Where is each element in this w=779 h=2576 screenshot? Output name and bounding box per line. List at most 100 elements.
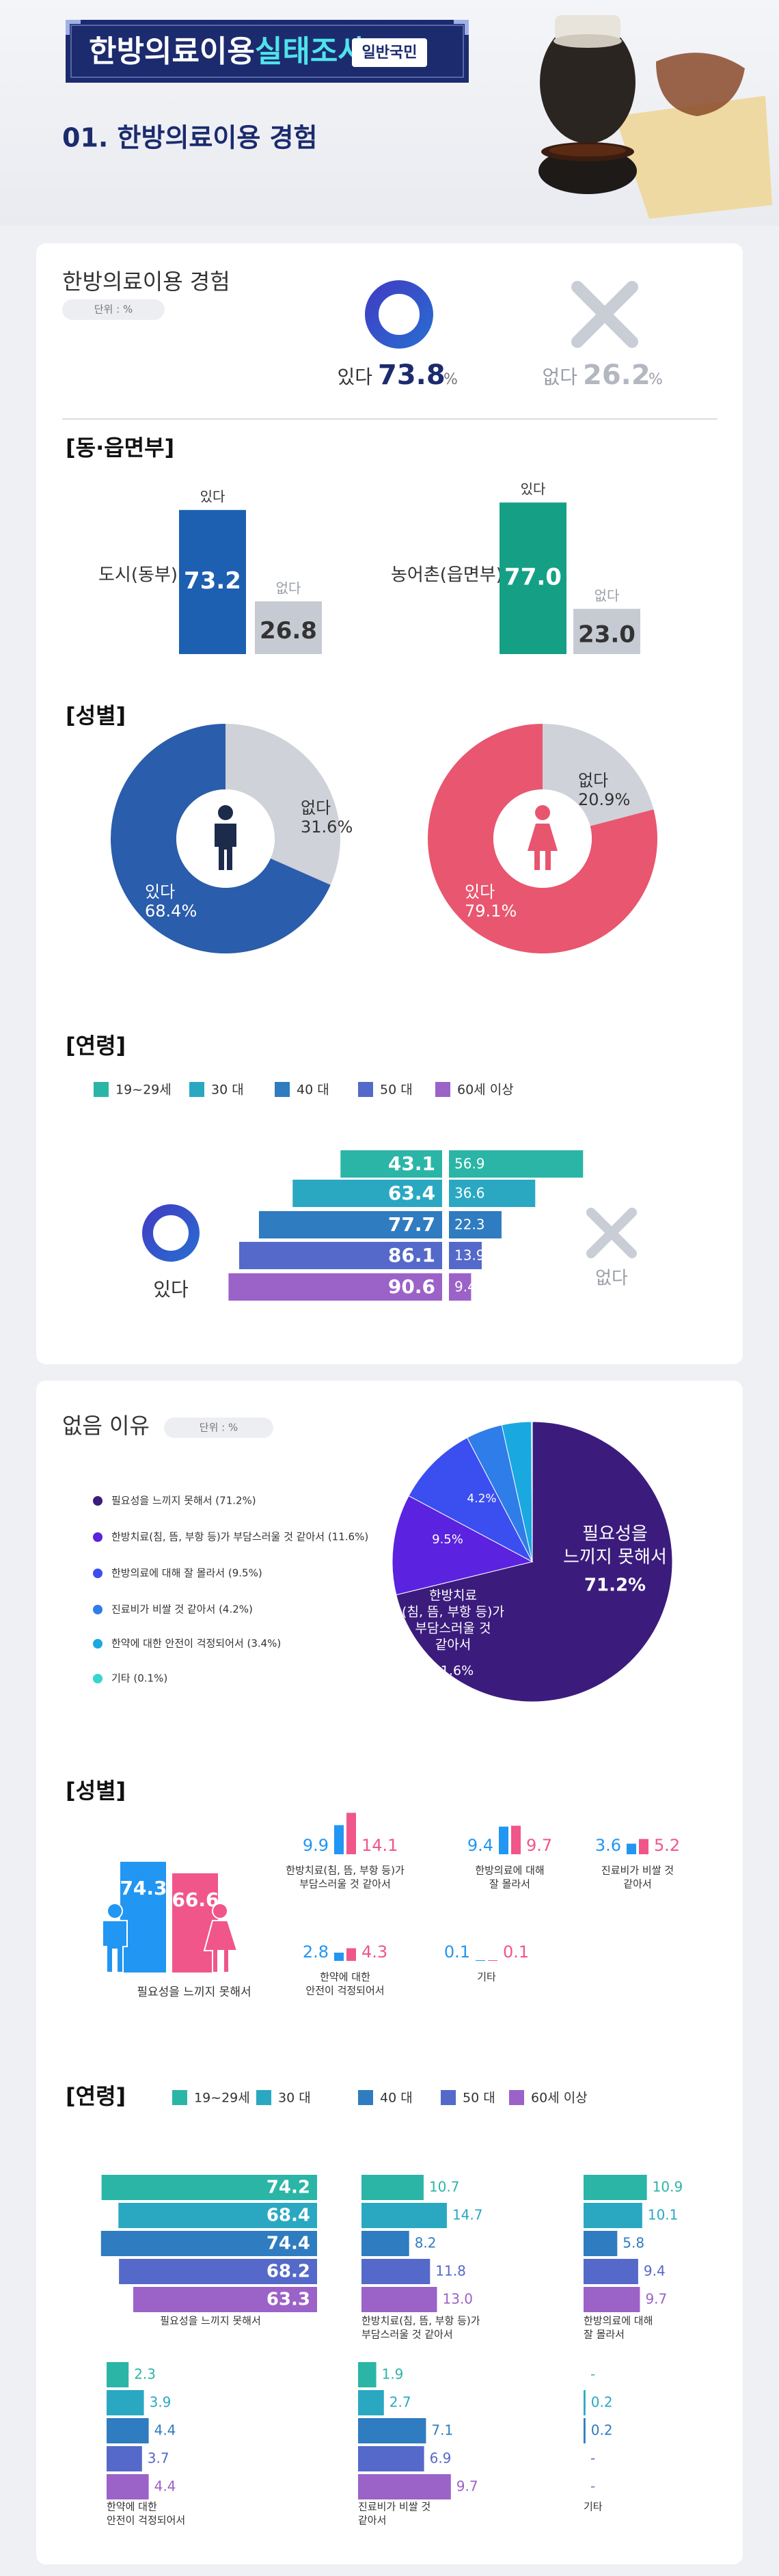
section-heading: 한방의료이용 경험 bbox=[62, 269, 230, 295]
bar bbox=[228, 1273, 442, 1301]
bar-value: 4.4 bbox=[154, 2422, 176, 2439]
female-icon-head bbox=[212, 1903, 228, 1919]
bar-value: 9.7 bbox=[456, 2478, 478, 2495]
reason-label: 필요성을 느끼지 못해서 bbox=[137, 1985, 251, 1999]
bar bbox=[361, 2231, 409, 2256]
bar bbox=[499, 1826, 508, 1854]
bar bbox=[133, 2287, 317, 2312]
legend-label: 50 대 bbox=[380, 1083, 413, 1098]
section-heading: [동·읍면부] bbox=[66, 435, 174, 461]
bar bbox=[584, 2287, 640, 2312]
legend-swatch bbox=[275, 1082, 290, 1097]
bar bbox=[258, 1211, 442, 1238]
reason-label: 한방의료에 대해 bbox=[584, 2315, 653, 2327]
bar-value: 3.6 bbox=[595, 1836, 621, 1855]
legend-swatch bbox=[172, 2090, 187, 2105]
bar bbox=[358, 2362, 377, 2387]
bar-value: - bbox=[590, 2450, 595, 2467]
legend-label: 60세 이상 bbox=[531, 2091, 588, 2106]
male-icon-body bbox=[215, 824, 236, 870]
legend-label: 30 대 bbox=[278, 2091, 311, 2106]
reason-label: 부담스러울 것 같아서 bbox=[361, 2329, 453, 2341]
unit-label: 단위 : % bbox=[94, 303, 133, 316]
bar bbox=[573, 608, 640, 654]
bar-value: 9.9 bbox=[303, 1836, 329, 1855]
donut-value: 68.4% bbox=[145, 901, 197, 921]
title-frame bbox=[70, 25, 464, 78]
bar bbox=[358, 2474, 451, 2499]
legend-swatch bbox=[509, 2090, 524, 2105]
donut-slice bbox=[226, 724, 340, 885]
bar-value: 9.7 bbox=[645, 2291, 667, 2307]
bar-value: 5.2 bbox=[654, 1836, 680, 1855]
bar-value: 9.7 bbox=[526, 1836, 552, 1855]
bar bbox=[238, 1242, 442, 1269]
bar-value: 10.7 bbox=[429, 2179, 460, 2195]
reason-label: 진료비가 비쌀 것 bbox=[358, 2501, 430, 2513]
bar-caption: 있다 bbox=[521, 481, 546, 498]
legend-dot bbox=[93, 1674, 102, 1683]
bar-value: 0.1 bbox=[503, 1942, 529, 1962]
bar-value: 73.2 bbox=[184, 567, 241, 595]
legend-swatch bbox=[358, 1082, 373, 1097]
pie-label: 한방치료 bbox=[429, 1588, 477, 1603]
bar-caption: 있다 bbox=[200, 489, 226, 505]
bar bbox=[119, 2259, 317, 2284]
legend-dot bbox=[93, 1532, 102, 1542]
pie-value: 4.2% bbox=[467, 1492, 496, 1506]
yes-symbol bbox=[142, 1204, 200, 1262]
bar-value: - bbox=[590, 2478, 595, 2495]
bar-value: 1.9 bbox=[382, 2366, 404, 2383]
bar bbox=[449, 1211, 502, 1238]
bar-value: 3.7 bbox=[148, 2450, 169, 2467]
bar bbox=[627, 1843, 636, 1854]
legend-label: 30 대 bbox=[211, 1083, 244, 1098]
bar-value: 63.4 bbox=[388, 1182, 435, 1204]
donut-value: 79.1% bbox=[465, 901, 517, 921]
bar-value: 10.9 bbox=[653, 2179, 683, 2195]
reason-label: 한방치료(침, 뜸, 부항 등)가 bbox=[286, 1865, 405, 1877]
group-label: 농어촌(읍면부) bbox=[391, 565, 503, 586]
male-icon-head bbox=[218, 805, 233, 820]
legend-dot bbox=[93, 1605, 102, 1614]
bar-value: 14.1 bbox=[361, 1836, 398, 1855]
bar bbox=[334, 1952, 344, 1961]
bar bbox=[334, 1825, 344, 1854]
legend-label: 40 대 bbox=[297, 1083, 329, 1098]
pie-label: (침, 뜸, 부항 등)가 bbox=[402, 1605, 504, 1620]
legend-label: 필요성을 느끼지 못해서 (71.2%) bbox=[111, 1495, 256, 1507]
bar bbox=[584, 2231, 618, 2256]
bar bbox=[449, 1150, 584, 1178]
pie-label: 같아서 bbox=[435, 1638, 471, 1653]
bar-value: 5.8 bbox=[623, 2235, 644, 2251]
percent-sign: % bbox=[443, 371, 458, 388]
reason-label: 부담스러울 것 같아서 bbox=[299, 1878, 391, 1890]
pie-value: 71.2% bbox=[584, 1575, 646, 1596]
percent-sign: % bbox=[648, 371, 663, 388]
bar-value: 66.6 bbox=[172, 1888, 219, 1911]
bar-caption: 없다 bbox=[594, 587, 620, 604]
bar bbox=[449, 1180, 536, 1207]
bar-value: 90.6 bbox=[388, 1275, 435, 1298]
section-heading: [성별] bbox=[66, 1778, 126, 1804]
unit-pill bbox=[62, 299, 165, 320]
bar-value: 3.9 bbox=[150, 2394, 172, 2411]
legend-dot bbox=[93, 1569, 102, 1578]
bar bbox=[361, 2175, 424, 2200]
bar-value: 8.2 bbox=[415, 2235, 437, 2251]
bar-value: 14.7 bbox=[452, 2207, 483, 2223]
bar bbox=[584, 2203, 642, 2228]
bar bbox=[358, 2418, 426, 2443]
bar bbox=[584, 2175, 647, 2200]
bar bbox=[584, 2259, 638, 2284]
pie-value: 9.5% bbox=[432, 1532, 463, 1547]
female-icon-body bbox=[203, 1920, 238, 1973]
female-icon-head bbox=[535, 805, 550, 820]
reason-label: 안전이 걱정되어서 bbox=[305, 1985, 384, 1997]
bar-value: 7.1 bbox=[431, 2422, 453, 2439]
reason-label: 한약에 대한 bbox=[107, 2501, 157, 2513]
herbal-illustration bbox=[538, 15, 772, 219]
bar bbox=[340, 1150, 442, 1178]
